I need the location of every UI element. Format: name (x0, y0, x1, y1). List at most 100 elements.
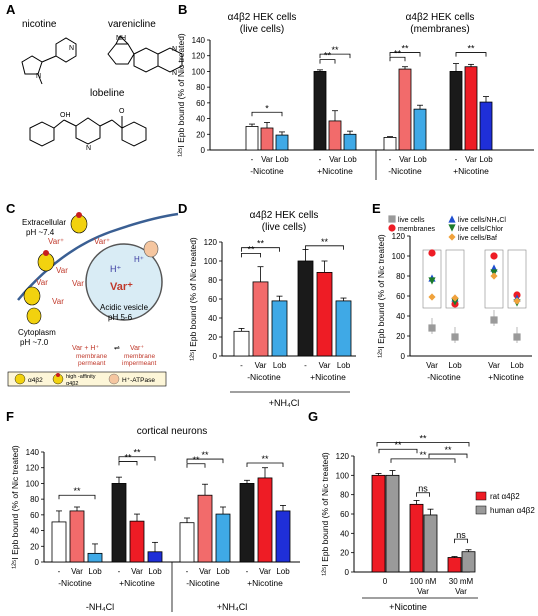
panel-label-g: G (308, 409, 318, 424)
panel-c-diagram: Extracellular pH ~7.4 Cytoplasm pH ~7.0 … (7, 212, 179, 387)
impermeant-label: impermeant (122, 360, 157, 367)
panel-a-molecules: nicotine N N varenicline NH N N lobeline… (21, 19, 183, 152)
panel-d-significance (241, 253, 261, 258)
panel-g-y-tick-label: 120 (336, 452, 350, 461)
permeant-label: membrane (76, 353, 107, 360)
panel-d-x-tick-label: Lob (337, 361, 351, 370)
panel-d-significance (305, 245, 344, 250)
panel-b-significance (455, 52, 487, 57)
panel-b-bar (383, 137, 397, 151)
panel-g-y-axis-label: ¹²⁵I Epb bound (% of Nic treated) (320, 452, 330, 576)
panel-f-x-tick-label: - (246, 567, 249, 576)
panel-f-footer-left: -NH₄Cl (86, 602, 114, 612)
panel-f-y-tick-label: 120 (26, 464, 40, 473)
panel-f-bar (87, 552, 103, 563)
panel-b-y-axis-label: ¹²⁵I Epb bound (% of Nic treated) (176, 33, 186, 157)
svg-text:N: N (86, 145, 91, 152)
panel-g-significance (378, 448, 418, 454)
panel-g-y-tick-label: 0 (345, 568, 350, 577)
panel-b-title-live: α4β2 HEK cells (228, 12, 297, 23)
panel-b-significance (389, 56, 406, 62)
panel-g-significance-label: ** (419, 433, 427, 443)
panel-b-significance-label: ** (467, 44, 475, 54)
panel-e-group-box (507, 249, 527, 309)
panel-d-condition-label: +Nicotine (310, 372, 346, 382)
panel-f-y-tick-label: 40 (30, 527, 39, 536)
var-label: Var (52, 297, 64, 306)
panel-f-y-tick-label: 20 (30, 542, 39, 551)
panel-d-significance (241, 247, 280, 252)
panel-f-condition-label: -Nicotine (58, 578, 92, 588)
panel-d-title: α4β2 HEK cells (250, 210, 319, 221)
vesicle-ph: pH 5-6 (108, 313, 133, 322)
panel-e-group-box (445, 249, 465, 309)
panel-g-y-tick-label: 40 (340, 529, 349, 538)
equation-left: Var + H⁺ (72, 345, 99, 352)
panel-e-point (451, 298, 459, 306)
panel-e-condition-label: +Nicotine (488, 372, 524, 382)
var-label: Var (36, 278, 48, 287)
panel-e-point (428, 249, 436, 257)
panel-f-y-tick-label: 100 (26, 479, 40, 488)
panel-g-legend-label: rat α4β2 (490, 492, 520, 501)
panel-b-y-tick-label: 0 (201, 146, 206, 155)
svg-text:⇌: ⇌ (114, 345, 120, 352)
panel-f-title: cortical neurons (137, 426, 208, 437)
panel-g-ns (416, 492, 430, 497)
panel-b-bar (464, 66, 478, 151)
panel-g-significance-label: ** (394, 440, 402, 450)
panel-g-x-tick-label: 100 nM (410, 577, 437, 586)
panel-b-bar (413, 108, 427, 151)
panel-e-point (490, 316, 498, 324)
panel-g-legend-swatch (475, 505, 487, 515)
panel-f-bar (275, 510, 291, 563)
svg-text:OH: OH (60, 112, 71, 119)
panel-e-point (451, 333, 459, 341)
panel-g-bar (385, 474, 400, 573)
panel-b-y-tick-label: 80 (196, 83, 205, 92)
panel-f-significance (186, 463, 206, 468)
panel-g-bar (447, 557, 462, 573)
panel-b-x-tick-label: Lob (275, 155, 289, 164)
panel-f-significance (118, 456, 156, 461)
panel-e-x-tick-label: Lob (448, 361, 462, 370)
panel-d-subtitle: (live cells) (262, 222, 306, 233)
panel-g-legend-swatch (475, 491, 487, 501)
var-plus-trapped: Var⁺ (110, 281, 133, 293)
panel-d-significance-label: ** (247, 244, 255, 254)
nicotine-label: nicotine (22, 19, 57, 30)
panel-b-significance (319, 59, 336, 64)
panel-g-bar (409, 503, 424, 573)
panel-f-x-tick-label: Lob (216, 567, 230, 576)
cytoplasm-label: Cytoplasm (18, 328, 56, 337)
panel-f-bar (51, 521, 67, 563)
panel-e-x-tick-label: Var (488, 361, 500, 370)
panel-b-x-tick-label: Var (261, 155, 273, 164)
panel-f-y-tick-label: 80 (30, 495, 39, 504)
panel-f-x-tick-label: Lob (276, 567, 290, 576)
panel-g-significance (390, 458, 456, 463)
panel-f-condition-label: -Nicotine (186, 578, 220, 588)
panel-f-y-tick-label: 60 (30, 511, 39, 520)
panel-label-c: C (6, 201, 16, 216)
panel-f-footer-right: +NH₄Cl (217, 602, 247, 612)
svg-text:N: N (69, 45, 74, 52)
panel-label-f: F (6, 409, 14, 424)
panel-f-bar (257, 477, 273, 563)
panel-f-significance-label: ** (124, 452, 132, 462)
panel-d-bar (297, 260, 314, 357)
panel-b-bar (313, 71, 327, 151)
panel-b-y-tick-label: 20 (196, 130, 205, 139)
panel-b-significance-label: * (265, 103, 269, 113)
svg-text:N: N (172, 46, 177, 53)
panel-e-y-tick-label: 80 (396, 272, 405, 281)
extracellular-label: Extracellular (22, 218, 66, 227)
panel-e-y-axis-label: ¹²⁵I Epb bound (% of Nic treated) (376, 234, 386, 358)
panel-f-x-tick-label: - (58, 567, 61, 576)
panel-f-significance (246, 462, 284, 467)
panel-e-point (513, 297, 521, 305)
panel-b-significance-label: ** (324, 51, 332, 61)
panel-g-ns-label: ns (418, 484, 428, 494)
panel-g-x-tick-label: Var (417, 587, 429, 596)
panel-e-x-tick-label: Lob (510, 361, 524, 370)
